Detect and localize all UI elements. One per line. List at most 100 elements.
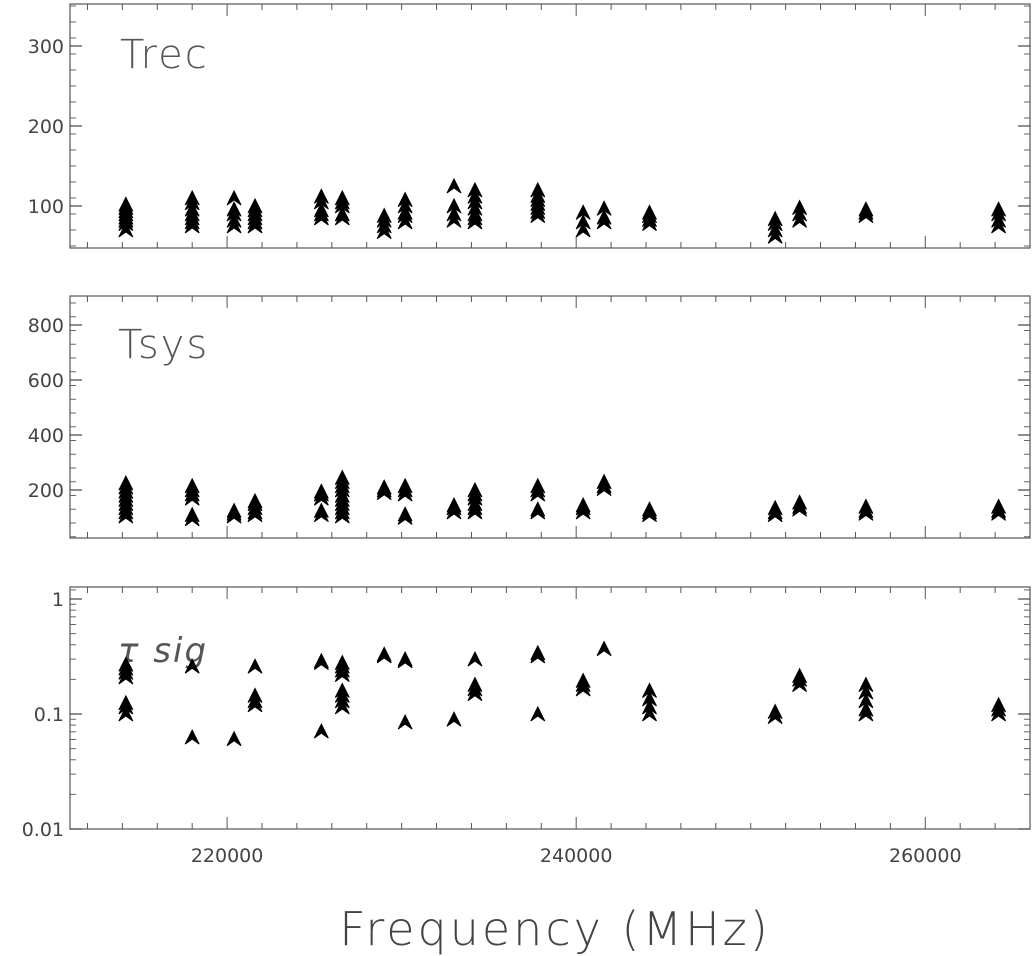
data-point — [446, 205, 462, 222]
data-point — [118, 705, 134, 722]
plot-frame — [69, 295, 1031, 539]
data-point — [118, 656, 134, 672]
data-point — [596, 640, 612, 657]
data-point — [397, 506, 413, 522]
y-tick-label: 600 — [28, 370, 64, 392]
data-point — [397, 477, 413, 494]
data-point — [184, 189, 200, 206]
data-point — [397, 191, 413, 208]
data-point — [575, 204, 591, 220]
data-point — [530, 501, 546, 517]
data-point — [334, 205, 350, 222]
data-point — [376, 207, 392, 224]
data-point — [991, 696, 1007, 713]
y-tick-label: 200 — [28, 116, 64, 138]
data-point — [767, 499, 783, 516]
data-point — [226, 201, 242, 217]
data-point — [376, 646, 392, 662]
x-axis-label: Frequency (MHz) — [339, 902, 771, 956]
data-point — [226, 730, 242, 747]
y-tick-label: 100 — [28, 196, 64, 218]
y-tick-label: 0.01 — [22, 819, 64, 841]
x-tick-label: 260000 — [889, 845, 962, 867]
data-point — [334, 189, 350, 206]
data-point — [118, 694, 134, 711]
data-point — [530, 181, 546, 198]
data-point — [792, 199, 808, 216]
data-point — [767, 210, 783, 227]
data-point — [467, 181, 483, 198]
data-point — [792, 494, 808, 510]
data-point — [858, 701, 874, 717]
data-point — [858, 692, 874, 709]
data-point — [642, 698, 657, 715]
data-point — [313, 722, 329, 739]
data-point — [858, 201, 874, 217]
y-tick-label: 1 — [52, 589, 64, 611]
data-point — [858, 683, 874, 700]
data-point — [226, 502, 242, 519]
data-point — [247, 658, 263, 674]
data-point — [184, 728, 200, 745]
panel-title: Tsys — [118, 322, 209, 368]
data-point — [530, 644, 546, 661]
data-point — [397, 713, 413, 730]
data-point — [226, 189, 242, 206]
data-point — [397, 651, 413, 667]
data-point — [575, 497, 591, 513]
data-point — [467, 676, 483, 693]
data-point — [530, 705, 546, 722]
panel-title: Trec — [120, 32, 209, 78]
data-point — [446, 497, 462, 513]
data-point — [313, 502, 329, 519]
data-point — [184, 477, 200, 494]
data-point — [767, 703, 783, 719]
data-point — [247, 197, 263, 214]
data-point — [247, 687, 263, 703]
plot-frame — [69, 586, 1031, 830]
data-point — [575, 672, 591, 689]
data-point — [575, 221, 591, 238]
data-point — [596, 200, 612, 216]
data-point — [596, 473, 612, 490]
data-point — [376, 479, 392, 495]
data-point — [642, 705, 657, 722]
y-tick-label: 0.1 — [34, 704, 64, 726]
data-point — [642, 204, 657, 220]
data-point — [575, 213, 591, 230]
data-point — [991, 498, 1007, 514]
data-point — [446, 177, 462, 194]
y-tick-label: 400 — [28, 425, 64, 447]
data-point — [184, 658, 200, 674]
data-point — [247, 492, 263, 509]
data-point — [467, 481, 483, 498]
panel-2: 200 400 600 800 Tsys — [28, 295, 1031, 539]
data-point — [596, 209, 612, 225]
data-point — [858, 676, 874, 693]
plot-frame — [69, 3, 1031, 249]
data-point — [334, 682, 350, 698]
x-tick-label: 240000 — [540, 845, 613, 867]
y-tick-label: 300 — [28, 36, 64, 58]
data-point — [313, 652, 329, 669]
data-point — [334, 469, 350, 486]
data-point — [118, 196, 134, 212]
data-point — [642, 501, 657, 517]
data-point — [792, 667, 808, 684]
data-point — [313, 483, 329, 499]
data-point — [467, 651, 483, 667]
y-tick-label: 800 — [28, 315, 64, 337]
data-point — [642, 690, 657, 707]
data-point — [446, 711, 462, 727]
y-tick-label: 200 — [28, 480, 64, 502]
data-point — [530, 477, 546, 494]
data-point — [313, 201, 329, 218]
x-tick-label: 220000 — [191, 845, 264, 867]
data-point — [991, 201, 1007, 217]
data-point — [642, 682, 657, 698]
data-point — [313, 188, 329, 204]
data-point — [334, 654, 350, 670]
data-point — [858, 498, 874, 514]
data-point — [184, 506, 200, 523]
